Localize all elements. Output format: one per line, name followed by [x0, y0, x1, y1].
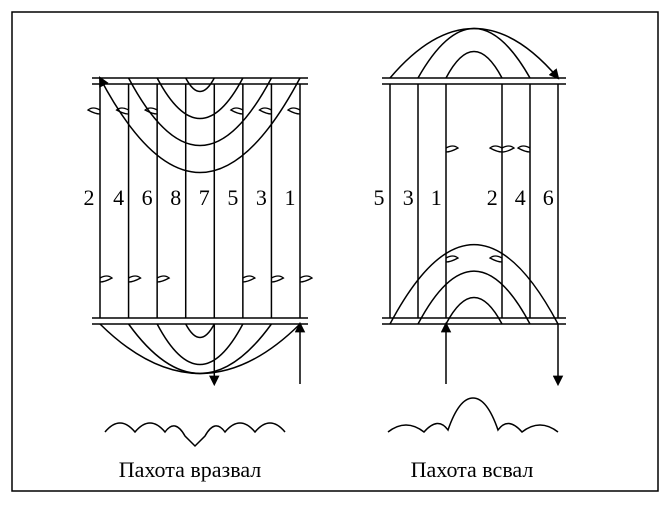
- svg-text:1: 1: [431, 185, 442, 210]
- svg-text:3: 3: [256, 185, 267, 210]
- svg-text:6: 6: [543, 185, 554, 210]
- svg-text:4: 4: [113, 185, 124, 210]
- svg-text:Пахота всвал: Пахота всвал: [411, 457, 534, 482]
- svg-text:1: 1: [285, 185, 296, 210]
- svg-text:6: 6: [142, 185, 153, 210]
- svg-text:2: 2: [84, 185, 95, 210]
- svg-text:8: 8: [170, 185, 181, 210]
- svg-text:Пахота вразвал: Пахота вразвал: [119, 457, 262, 482]
- svg-text:4: 4: [515, 185, 526, 210]
- svg-text:7: 7: [199, 185, 210, 210]
- svg-text:5: 5: [374, 185, 385, 210]
- svg-text:2: 2: [487, 185, 498, 210]
- svg-text:5: 5: [227, 185, 238, 210]
- svg-text:3: 3: [403, 185, 414, 210]
